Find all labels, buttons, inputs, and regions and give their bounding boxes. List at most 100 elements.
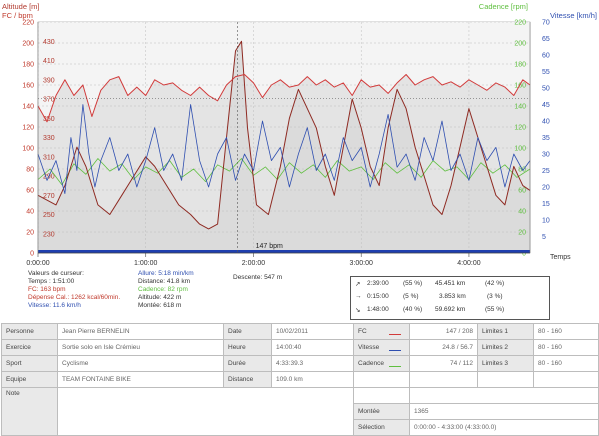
cursor-distance: Distance: 41.8 km <box>138 278 191 285</box>
x-tick-label: 2:00:00 <box>242 260 265 267</box>
limites2-label: Limites 2 <box>477 339 534 356</box>
vitesse-tick-label: 40 <box>542 119 550 126</box>
altitude-fill-area <box>38 41 530 253</box>
split-pct2: (3 %) <box>487 293 503 300</box>
fc-axis-title: FC / bpm <box>2 11 33 20</box>
vitesse-tick-label: 30 <box>542 152 550 159</box>
cursor-temps: Temps : 1:51:00 <box>28 278 75 285</box>
altitude-tick-label: 330 <box>43 135 55 142</box>
info-row-equipe: Equipe TEAM FONTAINE BIKE Distance 109.0… <box>1 371 599 388</box>
empty-cell <box>353 387 410 404</box>
date-value: 10/02/2011 <box>271 323 354 340</box>
fc-label-cell: FC <box>353 323 410 340</box>
equipe-label: Equipe <box>1 371 58 388</box>
info-row-personne: Personne Jean Pierre BERNELIN Date 10/02… <box>1 323 599 340</box>
vitesse-tick-label: 70 <box>542 20 550 27</box>
cadence-label-cell: Cadence <box>353 355 410 372</box>
cadence-tick-label: 160 <box>514 83 526 90</box>
fc-tick-label: 120 <box>22 125 34 132</box>
cursor-depense: Dépense Cal.: 1262 kcal/60min. <box>28 294 121 301</box>
cadence-tick-label: 100 <box>514 146 526 153</box>
limites3-value: 80 - 160 <box>533 355 599 372</box>
fc-tick-label: 220 <box>22 20 34 27</box>
altitude-axis-title: Altitude [m] <box>2 2 40 11</box>
fc-tick-label: 0 <box>30 251 34 258</box>
personne-label: Personne <box>1 323 58 340</box>
x-axis-unit: Temps <box>550 254 571 261</box>
equipe-value[interactable]: TEAM FONTAINE BIKE <box>57 371 224 388</box>
cursor-fc: FC: 163 bpm <box>28 286 66 293</box>
info-row-note: Note <box>1 387 599 436</box>
split-pct2: (55 %) <box>485 306 505 313</box>
limites1-value: 80 - 160 <box>533 323 599 340</box>
fc-tick-label: 160 <box>22 83 34 90</box>
limites3-label: Limites 3 <box>477 355 534 372</box>
split-dist: 45.451 km <box>435 280 466 287</box>
vitesse-tick-label: 45 <box>542 102 550 109</box>
chart-panel[interactable]: 0 20 40 60 80 100 120 140 160 180 200 220 230 250 270 2… <box>0 0 599 270</box>
fc-tick-label: 20 <box>26 230 34 237</box>
vitesse-swatch <box>389 350 401 351</box>
split-pct: (55 %) <box>403 280 423 287</box>
cadence-label: Cadence <box>358 360 385 367</box>
fc-line <box>37 74 531 123</box>
limites2-value: 80 - 160 <box>533 339 599 356</box>
fc-reference-bar <box>38 250 530 253</box>
arrow-right-icon: → <box>355 293 362 300</box>
distance-value: 109.0 km <box>271 371 354 388</box>
cadence-tick-label: 200 <box>514 41 526 48</box>
slope-split-box: ↗ 2:39:00 (55 %) 45.451 km (42 %) → 0:15… <box>350 276 550 320</box>
chart-svg[interactable]: 0204060801001201401601802002202302502702… <box>0 0 599 270</box>
cadence-swatch <box>389 366 401 367</box>
duree-label: Durée <box>223 355 272 372</box>
heure-value: 14:00:40 <box>271 339 354 356</box>
cursor-descente: Descente: 547 m <box>233 274 283 281</box>
x-tick-label: 1:00:00 <box>134 260 157 267</box>
cursor-montee: Montée: 618 m <box>138 302 182 309</box>
fc-value: 147 / 208 <box>409 323 478 340</box>
fc-fill-area <box>38 22 530 122</box>
empty-cell <box>409 387 599 404</box>
split-pct: (40 %) <box>403 306 423 313</box>
split-pct2: (42 %) <box>485 280 505 287</box>
sport-label: Sport <box>1 355 58 372</box>
altitude-tick-label: 270 <box>43 193 55 200</box>
selection-label: Sélection <box>353 419 410 436</box>
cadence-line <box>37 158 531 186</box>
fc-tick-label: 80 <box>26 167 34 174</box>
altitude-line <box>37 40 531 230</box>
distance-label: Distance <box>223 371 272 388</box>
date-label: Date <box>223 323 272 340</box>
vitesse-line <box>37 104 531 194</box>
arrow-down-right-icon: ↘ <box>355 307 361 314</box>
cadence-tick-label: 140 <box>514 104 526 111</box>
exercise-chart[interactable]: 0 20 40 60 80 100 120 140 160 180 200 220 230 250 270 2… <box>0 0 599 270</box>
exercice-value[interactable]: Sortie solo en Isle Crémieu <box>57 339 224 356</box>
empty-cell <box>353 371 410 388</box>
vitesse-axis-title: Vitesse [km/h] <box>550 11 597 20</box>
limites1-label: Limites 1 <box>477 323 534 340</box>
exercise-info-table: Personne Jean Pierre BERNELIN Date 10/02… <box>1 323 599 436</box>
fc-label: FC <box>358 328 367 335</box>
cadence-tick-label: 0 <box>522 251 526 258</box>
vitesse-label: Vitesse <box>358 344 380 351</box>
sport-value[interactable]: Cyclisme <box>57 355 224 372</box>
split-time: 2:39:00 <box>367 280 389 287</box>
personne-value[interactable]: Jean Pierre BERNELIN <box>57 323 224 340</box>
split-time: 0:15:00 <box>367 293 389 300</box>
fc-tick-label: 40 <box>26 209 34 216</box>
vitesse-tick-label: 50 <box>542 86 550 93</box>
altitude-tick-label: 410 <box>43 58 55 65</box>
cursor-vitesse: Vitesse: 11.6 km/h <box>28 302 81 309</box>
x-tick-label: 4:00:00 <box>457 260 480 267</box>
arrow-up-right-icon: ↗ <box>355 281 361 288</box>
fc-swatch <box>389 334 401 335</box>
exercice-label: Exercice <box>1 339 58 356</box>
cursor-values-panel: Valeurs de curseur: Temps : 1:51:00 FC: … <box>0 268 599 322</box>
split-pct: (5 %) <box>403 293 419 300</box>
cursor-cadence: Cadence: 82 rpm <box>138 286 188 293</box>
vitesse-value: 24.8 / 56.7 <box>409 339 478 356</box>
cursor-altitude: Altitude: 422 m <box>138 294 182 301</box>
vitesse-tick-label: 25 <box>542 168 550 175</box>
altitude-tick-label: 430 <box>43 39 55 46</box>
